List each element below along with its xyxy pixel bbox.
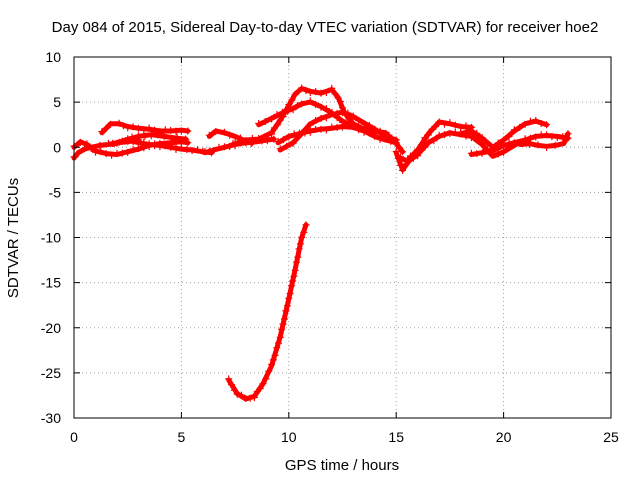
series-markers [274, 122, 400, 147]
series-markers [397, 118, 475, 165]
x-tick-label: 0 [70, 429, 78, 445]
series-markers [467, 131, 572, 158]
series-markers [98, 119, 192, 136]
y-tick-labels: 10 5 0 -5 -10 -15 -20 -25 -30 [41, 49, 61, 426]
series-track-14 [457, 117, 551, 152]
series-line [398, 119, 474, 164]
x-tick-labels: 0 5 10 15 20 25 [70, 429, 619, 445]
x-tick-label: 15 [388, 429, 404, 445]
y-axis-label: SDTVAR / TECUs [5, 178, 22, 298]
chart-title: Day 084 of 2015, Sidereal Day-to-day VTE… [52, 19, 599, 36]
data-series [70, 84, 572, 402]
y-tick-label: -25 [41, 365, 61, 381]
y-tick-label: -30 [41, 410, 61, 426]
series-track-15 [467, 131, 572, 158]
series-track-16 [517, 130, 572, 151]
y-tick-label: -10 [41, 230, 61, 246]
y-tick-label: -15 [41, 275, 61, 291]
axis-ticks [73, 56, 612, 419]
x-tick-label: 10 [281, 429, 297, 445]
series-track-11 [274, 122, 400, 147]
series-track-13 [397, 118, 475, 165]
x-tick-label: 25 [603, 429, 619, 445]
y-tick-label: 5 [53, 94, 61, 110]
y-tick-label: -5 [49, 184, 62, 200]
x-axis-label: GPS time / hours [285, 457, 399, 474]
series-markers [225, 221, 310, 402]
series-track-10 [276, 109, 400, 153]
series-markers [457, 117, 551, 152]
y-tick-label: 10 [45, 49, 61, 65]
series-track-3 [98, 119, 192, 136]
y-tick-label: -20 [41, 320, 61, 336]
series-track-17 [225, 221, 310, 402]
x-tick-label: 5 [178, 429, 186, 445]
y-tick-label: 0 [53, 139, 61, 155]
series-markers [276, 109, 400, 153]
x-tick-label: 20 [496, 429, 512, 445]
series-markers [517, 130, 572, 151]
